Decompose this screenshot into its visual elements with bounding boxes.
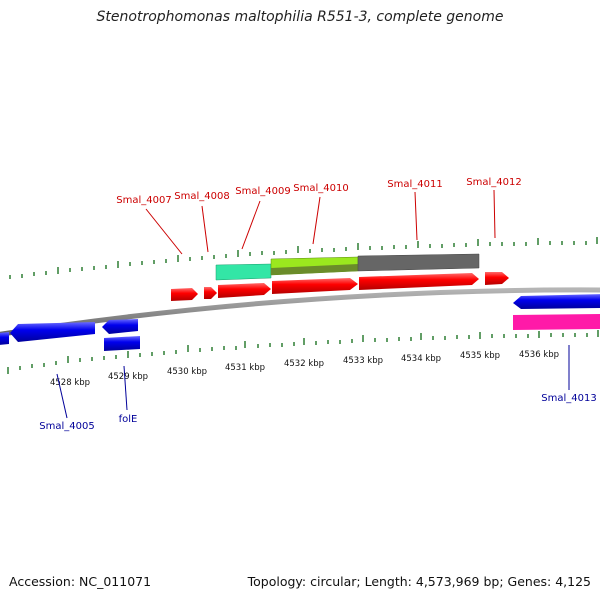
reverse-genes bbox=[0, 294, 600, 351]
reverse-gene-labels: Smal_4005 folE Smal_4013 bbox=[39, 393, 596, 432]
gene-label-reverse[interactable]: folE bbox=[119, 414, 138, 425]
scale-label: 4534 kbp bbox=[401, 354, 441, 364]
callout-line bbox=[123, 365, 128, 411]
scale-label: 4531 kbp bbox=[225, 363, 265, 373]
gene-arrow-forward[interactable] bbox=[218, 283, 271, 298]
gene-arrow-forward[interactable] bbox=[485, 272, 509, 285]
accession-text: Accession: NC_011071 bbox=[9, 574, 152, 589]
forward-genes bbox=[171, 272, 509, 301]
gene-label-forward[interactable]: Smal_4010 bbox=[293, 183, 348, 194]
gene-arrow-reverse-magenta[interactable] bbox=[513, 314, 600, 330]
scale-label: 4532 kbp bbox=[284, 359, 324, 369]
scale-label: 4528 kbp bbox=[50, 378, 90, 388]
feature-segment-teal[interactable] bbox=[215, 263, 272, 281]
gene-arrow-reverse[interactable] bbox=[104, 336, 140, 351]
map-title: Stenotrophomonas maltophilia R551-3, com… bbox=[96, 9, 504, 25]
scale-label: 4533 kbp bbox=[343, 356, 383, 366]
forward-gene-labels: Smal_4007 Smal_4008 Smal_4009 Smal_4010 … bbox=[116, 177, 521, 206]
gene-arrow-forward[interactable] bbox=[204, 287, 217, 299]
genome-summary-text: Topology: circular; Length: 4,573,969 bp… bbox=[247, 574, 591, 589]
feature-segment-lime-shadow bbox=[271, 264, 358, 275]
gene-arrow-forward[interactable] bbox=[171, 288, 198, 301]
gene-arrow-reverse[interactable] bbox=[10, 322, 95, 342]
callout-line bbox=[312, 196, 321, 245]
gene-label-reverse[interactable]: Smal_4013 bbox=[541, 393, 596, 404]
callout-line bbox=[145, 208, 183, 255]
callout-line bbox=[56, 373, 68, 419]
scale-label: 4529 kbp bbox=[108, 372, 148, 382]
callout-line bbox=[414, 191, 418, 241]
scale-label: 4536 kbp bbox=[519, 350, 559, 360]
scale-label: 4530 kbp bbox=[167, 367, 207, 377]
callout-line bbox=[493, 189, 496, 239]
gene-arrow-forward[interactable] bbox=[272, 278, 358, 294]
gene-label-forward[interactable]: Smal_4011 bbox=[387, 179, 442, 190]
gene-label-forward[interactable]: Smal_4007 bbox=[116, 195, 171, 206]
lower-tick-ruler bbox=[7, 330, 599, 374]
gene-label-forward[interactable]: Smal_4008 bbox=[174, 191, 229, 202]
scale-label: 4535 kbp bbox=[460, 351, 500, 361]
gene-arrow-forward[interactable] bbox=[359, 273, 479, 290]
gene-label-reverse[interactable]: Smal_4005 bbox=[39, 421, 94, 432]
callout-line bbox=[201, 205, 209, 253]
feature-segment-gray[interactable] bbox=[357, 253, 480, 272]
gene-label-forward[interactable]: Smal_4012 bbox=[466, 177, 521, 188]
upper-tick-ruler bbox=[9, 237, 598, 279]
scale-labels: 4528 kbp 4529 kbp 4530 kbp 4531 kbp 4532… bbox=[50, 350, 559, 388]
forward-gene-callouts bbox=[145, 189, 496, 255]
gene-arrow-reverse[interactable] bbox=[102, 319, 138, 334]
feature-track bbox=[215, 253, 480, 281]
gene-label-forward[interactable]: Smal_4009 bbox=[235, 186, 290, 197]
reverse-gene-callouts bbox=[56, 345, 570, 419]
callout-line bbox=[241, 200, 261, 250]
gene-arrow-reverse[interactable] bbox=[513, 294, 600, 309]
gene-arrow-reverse[interactable] bbox=[0, 332, 9, 345]
